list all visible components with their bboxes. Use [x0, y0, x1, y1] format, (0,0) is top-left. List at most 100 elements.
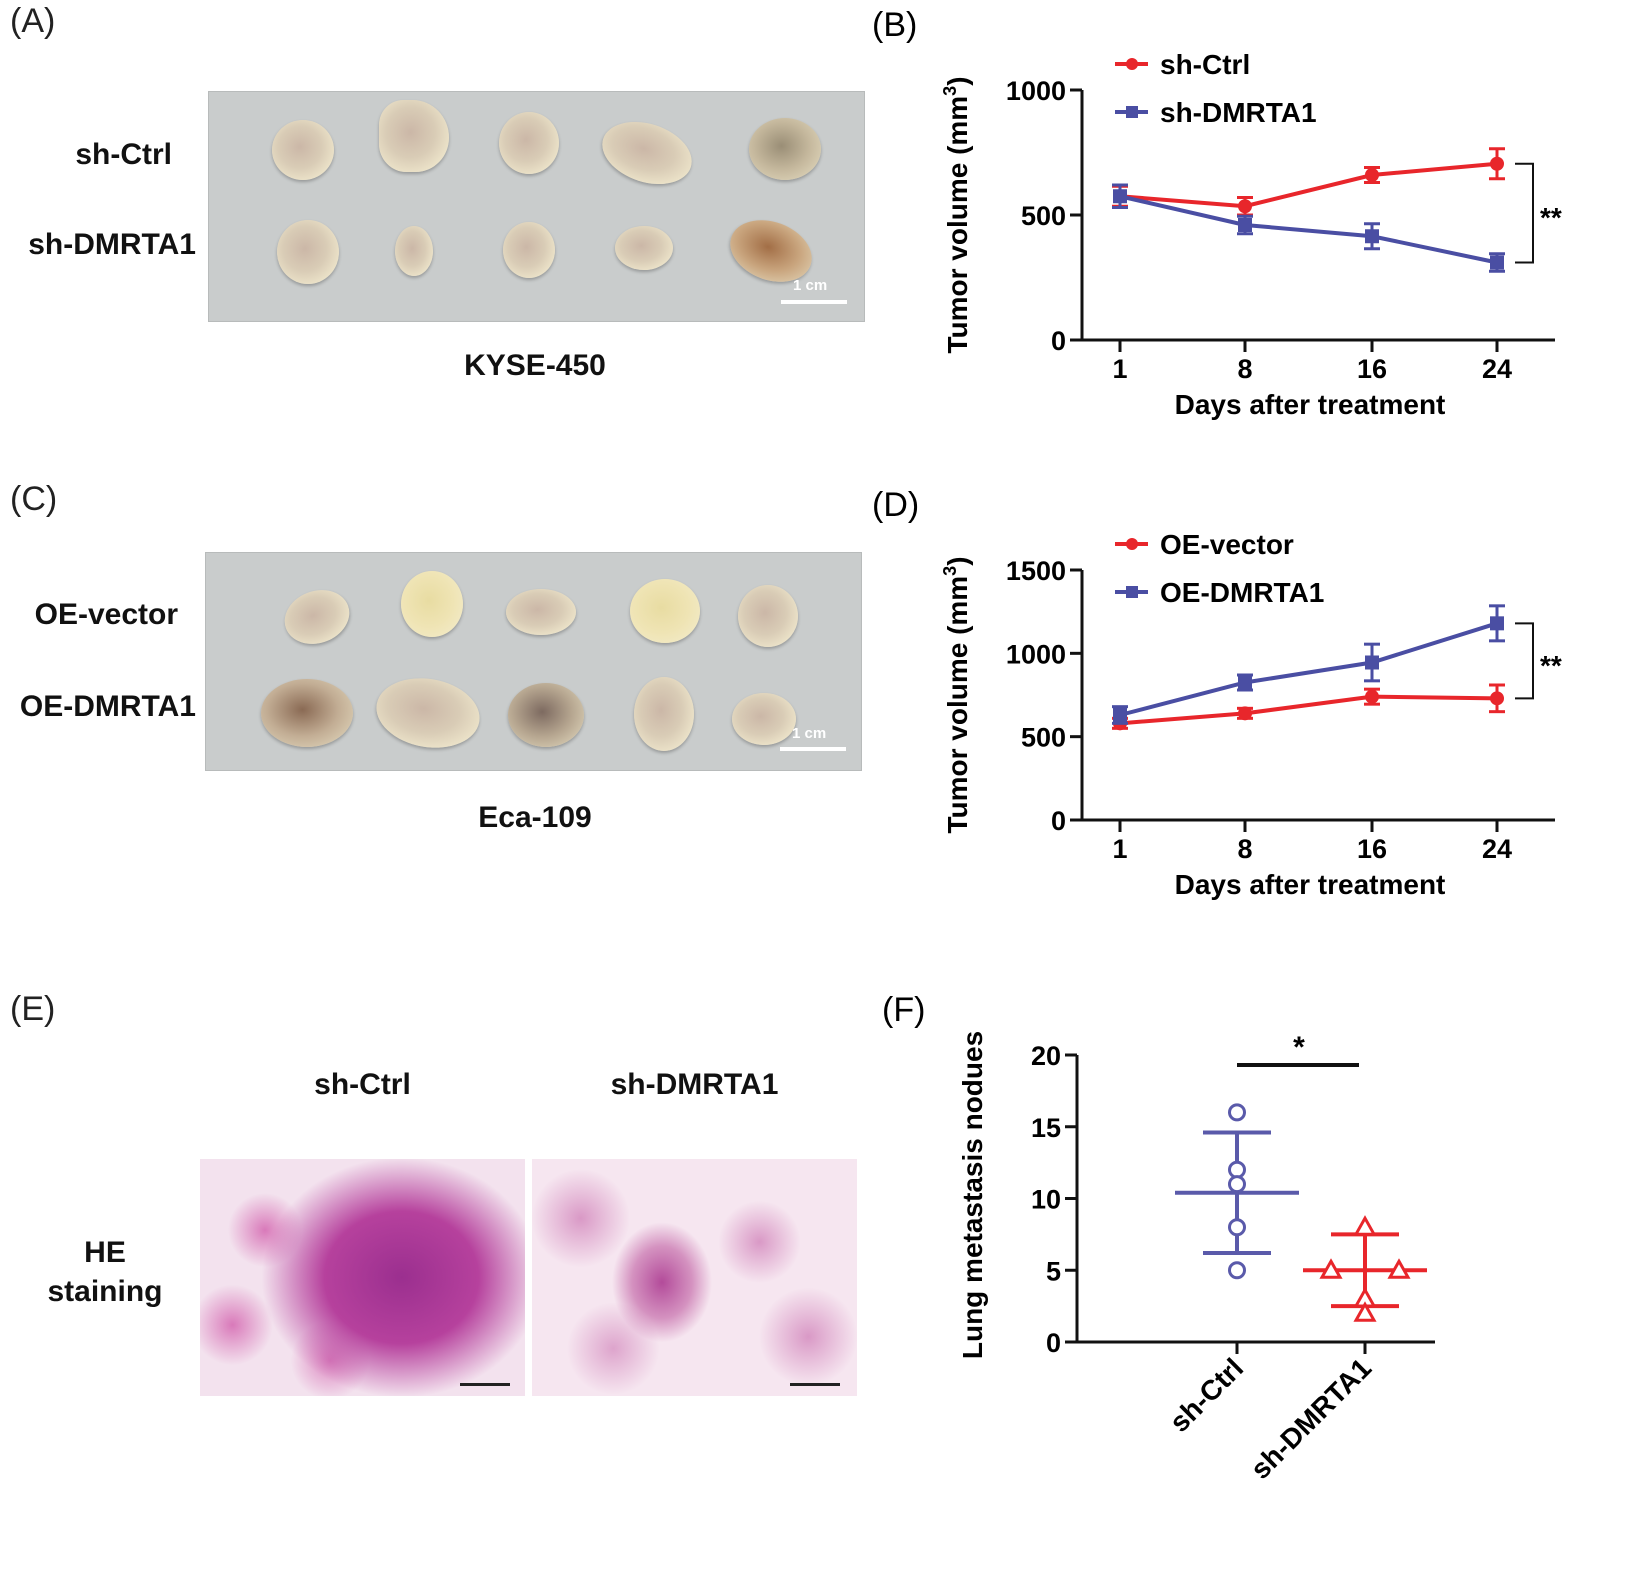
data-point — [1353, 1301, 1377, 1322]
series-line — [1119, 194, 1498, 265]
tumor-image — [594, 111, 700, 195]
data-point — [1228, 1261, 1246, 1280]
data-point — [1228, 1103, 1246, 1122]
legend-label: OE-DMRTA1 — [1160, 577, 1324, 608]
x-tick-label: sh-DMRTA1 — [1245, 1352, 1378, 1485]
scale-bar-label: 1 cm — [792, 725, 827, 742]
scatter-chart-f: (F) 0 5 10 15 20 Lung metastasis nodues sh-Ctrl… — [882, 991, 1435, 1485]
data-point — [1490, 691, 1504, 706]
y-tick-label: 1000 — [1006, 639, 1066, 669]
significance-bracket — [1515, 162, 1534, 264]
series-line — [1119, 621, 1498, 717]
legend-label: sh-Ctrl — [1160, 49, 1250, 80]
x-axis-title: Days after treatment — [1175, 869, 1446, 900]
tumor-image — [503, 222, 555, 278]
panel-label: (B) — [872, 6, 917, 44]
data-point — [1365, 229, 1379, 244]
tumor-image — [277, 581, 357, 653]
legend-marker — [1126, 58, 1138, 70]
data-point — [1228, 1218, 1246, 1237]
y-tick-label: 1500 — [1006, 556, 1066, 586]
tumor-photo-kyse450: 1 cm — [208, 91, 865, 322]
legend-marker — [1126, 106, 1138, 118]
tumor-image — [395, 226, 433, 276]
panel-label: (D) — [872, 486, 919, 524]
row-label-sh-ctrl: sh-Ctrl — [75, 138, 172, 171]
x-tick-label: 8 — [1237, 354, 1252, 384]
x-tick-label: 1 — [1112, 354, 1127, 384]
column-label-sh-ctrl: sh-Ctrl — [314, 1068, 411, 1101]
legend-label: OE-vector — [1160, 529, 1294, 560]
cell-line-caption-kyse450: KYSE-450 — [464, 349, 606, 382]
y-axis-title: Tumor volume (mm3) — [940, 556, 973, 833]
data-point — [1365, 655, 1379, 670]
row-label-he: HE — [84, 1236, 126, 1269]
series-line — [1119, 694, 1498, 726]
tumor-image — [615, 226, 673, 270]
data-point — [1490, 156, 1504, 171]
data-point — [1238, 199, 1252, 214]
tumor-image — [401, 571, 463, 637]
line-chart-d: (D) 0 500 1000 1500 1 8 16 24 Days after treatmen… — [872, 486, 1562, 900]
significance-marker: * — [1293, 1031, 1305, 1064]
row-label-staining: staining — [47, 1275, 163, 1308]
tumor-image — [634, 677, 694, 751]
row-label-sh-dmrta1: sh-DMRTA1 — [28, 228, 196, 261]
scale-bar — [790, 1383, 840, 1386]
he-stain-image-sh-dmrta1 — [532, 1159, 857, 1396]
x-axis-title: Days after treatment — [1175, 389, 1446, 420]
y-tick-label: 500 — [1021, 723, 1066, 753]
legend-label: sh-DMRTA1 — [1160, 97, 1317, 128]
tumor-image — [508, 683, 584, 747]
panel-label-a: (A) — [10, 2, 56, 40]
significance-bracket — [1515, 622, 1534, 700]
tumor-image — [379, 100, 449, 172]
tumor-image — [630, 579, 700, 643]
legend-marker — [1126, 538, 1138, 550]
data-point — [1490, 616, 1504, 631]
row-label-oe-dmrta1: OE-DMRTA1 — [19, 690, 196, 723]
y-tick-label: 15 — [1031, 1113, 1061, 1143]
data-point — [1365, 689, 1379, 704]
data-point — [1238, 675, 1252, 690]
x-tick-label: 24 — [1482, 834, 1512, 864]
tumor-image — [370, 670, 486, 756]
data-point — [1238, 218, 1252, 232]
scale-bar — [780, 747, 846, 751]
scale-bar — [781, 300, 847, 304]
tumor-image — [261, 679, 353, 747]
row-label-oe-vector: OE-vector — [34, 598, 178, 631]
tumor-image — [272, 120, 334, 180]
tumor-photo-eca109: 1 cm — [205, 552, 862, 771]
data-point — [1490, 255, 1504, 270]
x-tick-label: 1 — [1112, 834, 1127, 864]
tumor-image — [277, 220, 339, 284]
series-line — [1119, 161, 1498, 209]
y-tick-label: 0 — [1046, 1328, 1061, 1358]
x-tick-label: sh-Ctrl — [1164, 1352, 1250, 1438]
tumor-image — [732, 693, 796, 745]
data-point — [1365, 168, 1379, 182]
x-tick-label: 8 — [1237, 834, 1252, 864]
y-tick-label: 0 — [1051, 806, 1066, 836]
significance-marker: ** — [1540, 202, 1562, 233]
he-stain-image-sh-ctrl — [200, 1159, 525, 1396]
line-chart-b: (B) 0 500 1000 1 8 16 24 Days after treatment Tum… — [872, 6, 1562, 420]
x-tick-label: 16 — [1357, 834, 1387, 864]
data-point — [1228, 1160, 1246, 1179]
y-tick-label: 5 — [1046, 1256, 1061, 1286]
panel-label: (F) — [882, 991, 925, 1029]
panel-label-c: (C) — [10, 480, 58, 518]
data-point — [1113, 189, 1127, 204]
tumor-image — [738, 585, 798, 647]
scale-bar — [460, 1383, 510, 1386]
tumor-image — [499, 112, 559, 174]
data-point — [1353, 1215, 1377, 1236]
y-tick-label: 20 — [1031, 1041, 1061, 1071]
y-axis-title: Lung metastasis nodues — [957, 1031, 988, 1359]
y-tick-label: 10 — [1031, 1185, 1061, 1215]
y-tick-label: 0 — [1051, 326, 1066, 356]
y-tick-label: 500 — [1021, 201, 1066, 231]
data-point — [1319, 1258, 1343, 1279]
significance-marker: ** — [1540, 650, 1562, 681]
